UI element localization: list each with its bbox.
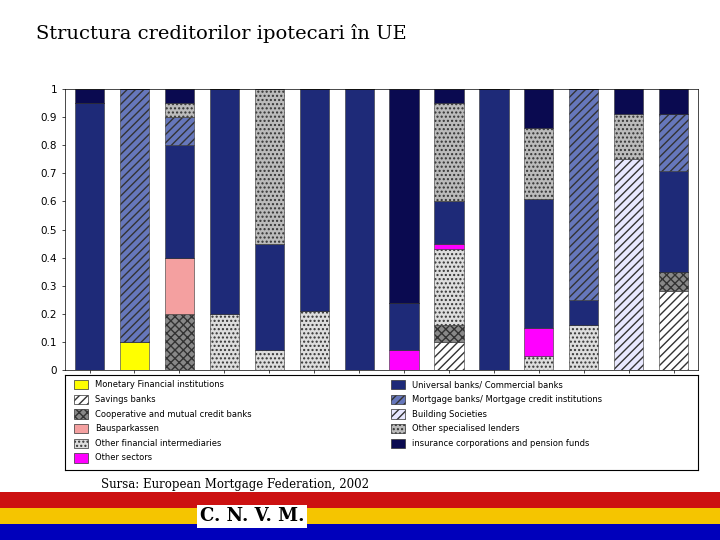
Text: Other specialised lenders: Other specialised lenders [412,424,520,433]
Bar [434,244,464,249]
Bar [120,342,149,370]
Text: C. N. V. M.: C. N. V. M. [199,507,305,525]
Bar [255,350,284,370]
Bar [345,89,374,370]
Bar [434,201,464,244]
Bar [570,300,598,325]
Bar [165,103,194,117]
Bar [74,380,89,389]
Bar [0,492,720,508]
Bar [391,380,405,389]
Bar [390,89,418,302]
Bar [659,114,688,171]
Text: Sursa: European Mortgage Federation, 2002: Sursa: European Mortgage Federation, 200… [101,478,369,491]
Bar [210,314,239,370]
Bar [434,249,464,325]
Bar [165,314,194,370]
Bar [120,89,149,342]
Text: Bausparkassen: Bausparkassen [95,424,159,433]
Bar [391,438,405,448]
Text: Building Societies: Building Societies [412,409,487,418]
Bar [570,89,598,300]
Text: Mortgage banks/ Mortgage credit institutions: Mortgage banks/ Mortgage credit institut… [412,395,602,404]
Text: Other financial intermediaries: Other financial intermediaries [95,439,222,448]
Bar [255,89,284,244]
Bar [0,524,720,540]
Bar [434,342,464,370]
Bar [74,453,89,463]
Bar [614,89,644,114]
Bar [659,291,688,370]
Text: Monetary Financial institutions: Monetary Financial institutions [95,380,224,389]
Bar [524,129,554,199]
Text: insurance corporations and pension funds: insurance corporations and pension funds [412,439,590,448]
Bar [165,89,194,103]
Bar [210,89,239,314]
Bar [614,159,644,370]
Bar [165,145,194,258]
Bar [391,409,405,419]
Bar [524,199,554,328]
Bar [74,438,89,448]
Bar [0,508,720,524]
Bar [75,103,104,370]
Bar [391,395,405,404]
Bar [434,103,464,201]
Bar [434,89,464,103]
Bar [300,311,329,370]
Bar [524,89,554,129]
Text: Other sectors: Other sectors [95,454,153,462]
Bar [659,171,688,272]
Bar [434,325,464,342]
Bar [390,302,418,350]
Bar [300,89,329,311]
Bar [614,114,644,159]
Bar [391,424,405,434]
Bar [390,350,418,370]
Bar [74,395,89,404]
Bar [255,244,284,350]
Bar [524,356,554,370]
Text: Universal banks/ Commercial banks: Universal banks/ Commercial banks [412,380,563,389]
Bar [74,409,89,419]
Text: Structura creditorilor ipotecari în UE: Structura creditorilor ipotecari în UE [36,24,407,43]
Bar [165,258,194,314]
Text: Savings banks: Savings banks [95,395,156,404]
Bar [74,424,89,434]
Bar [75,89,104,103]
Bar [165,117,194,145]
Bar [524,328,554,356]
Bar [480,89,508,370]
Text: Cooperative and mutual credit banks: Cooperative and mutual credit banks [95,409,252,418]
Bar [659,89,688,114]
Bar [570,325,598,370]
Bar [659,272,688,291]
